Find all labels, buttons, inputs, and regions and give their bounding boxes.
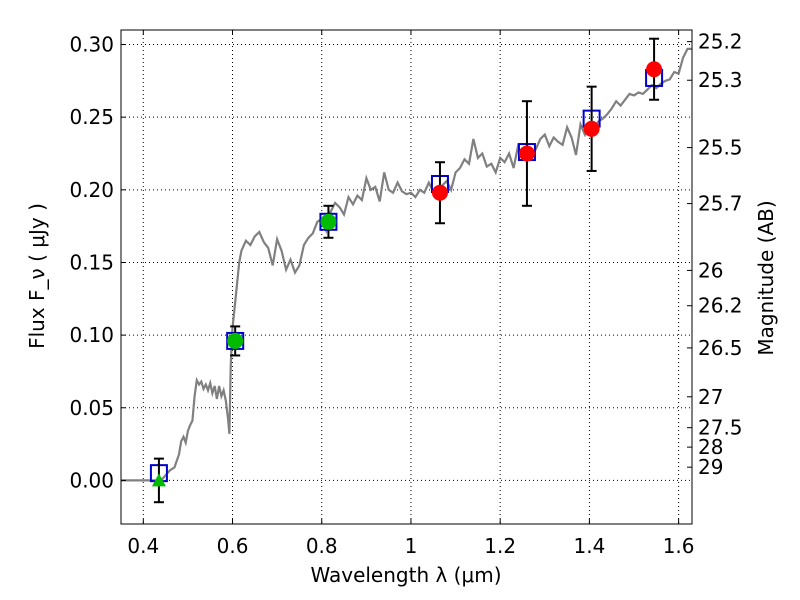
x-tick-label: 1.2 [484, 534, 516, 558]
mag-tick-label: 26 [698, 258, 723, 282]
x-tick-label: 1.4 [573, 534, 605, 558]
x-axis-label: Wavelength λ (μm) [310, 563, 501, 587]
plot-frame [120, 29, 693, 525]
y-tick-label: 0.15 [69, 250, 114, 274]
mag-tick-label: 28 [698, 435, 723, 459]
y-tick-label: 0.20 [69, 178, 114, 202]
x-tick-label: 0.4 [127, 534, 159, 558]
observed-point [646, 61, 663, 78]
observed-point [518, 145, 535, 162]
grid-lines [121, 30, 692, 524]
x-tick-label: 1.6 [663, 534, 695, 558]
mag-tick-label: 27.5 [698, 416, 743, 440]
mag-tick-label: 25.3 [698, 68, 743, 92]
y2-axis-label: Magnitude (AB) [754, 200, 778, 355]
mag-tick-label: 25.7 [698, 192, 743, 216]
axis-ticks: 0.4 0.6 0.8 1 1.2 1.4 1.6 0.00 0.05 0.10 0.15 0.20 0… [69, 30, 742, 558]
mag-tick-label: 26.5 [698, 336, 743, 360]
mag-tick-label: 26.2 [698, 294, 743, 318]
y-tick-label: 0.05 [69, 396, 114, 420]
y-tick-label: 0.30 [69, 33, 114, 57]
chart-marks [121, 37, 692, 504]
x-tick-label: 0.6 [217, 534, 249, 558]
observed-point [320, 213, 337, 230]
observed-point [227, 332, 244, 349]
mag-tick-label: 25.2 [698, 30, 743, 54]
x-tick-label: 1 [405, 534, 418, 558]
mag-tick-label: 25.5 [698, 136, 743, 160]
model-sed-line [121, 47, 692, 482]
upper-limit-triangle [151, 473, 166, 487]
mag-tick-label: 29 [698, 455, 723, 479]
observed-point [583, 120, 600, 137]
y-tick-label: 0.10 [69, 323, 114, 347]
mag-tick-label: 27 [698, 385, 723, 409]
x-tick-label: 0.8 [306, 534, 338, 558]
y-axis-label: Flux F_ν ( μJy ) [25, 203, 49, 349]
observed-point [431, 184, 448, 201]
y-tick-label: 0.00 [69, 468, 114, 492]
y-tick-label: 0.25 [69, 105, 114, 129]
